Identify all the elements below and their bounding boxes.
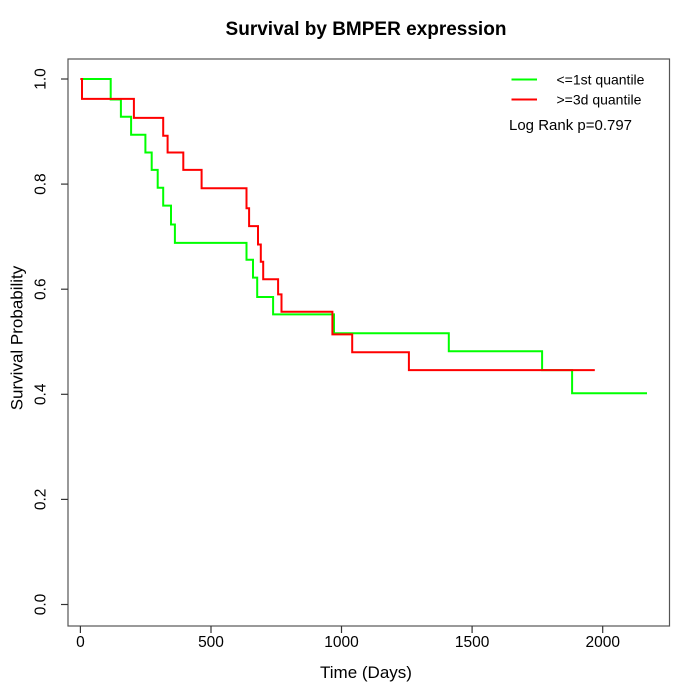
survival-curve-high-quantile [80,78,595,372]
x-axis-label: Time (Days) [320,663,412,682]
x-tick-label: 0 [76,634,85,651]
axis-ticks-layer: 0 500 1000 1500 2000 0.0 0.2 0.4 0.6 0.8 1.0 [33,68,621,651]
x-tick-label: 1500 [455,634,490,651]
y-tick-label: 1.0 [33,68,50,90]
y-tick-label: 0.0 [33,593,50,615]
legend-label-red: >=3d quantile [557,92,642,108]
x-tick-label: 500 [198,634,224,651]
chart-title: Survival by BMPER expression [226,19,507,40]
plot-box [67,58,671,627]
y-axis-label: Survival Probability [8,265,27,410]
legend: <=1st quantile >=3d quantile Log Rank p=… [509,72,645,135]
x-tick-label: 2000 [585,634,620,651]
survival-curve-low-quantile [80,78,647,395]
y-tick-label: 0.4 [33,383,50,405]
y-tick-label: 0.6 [33,278,50,300]
log-rank-annotation: Log Rank p=0.797 [509,117,632,134]
y-tick-label: 0.8 [33,173,50,195]
survival-curves-layer [80,78,647,395]
y-tick-label: 0.2 [33,489,50,511]
x-tick-label: 1000 [324,634,359,651]
legend-label-green: <=1st quantile [557,72,645,88]
